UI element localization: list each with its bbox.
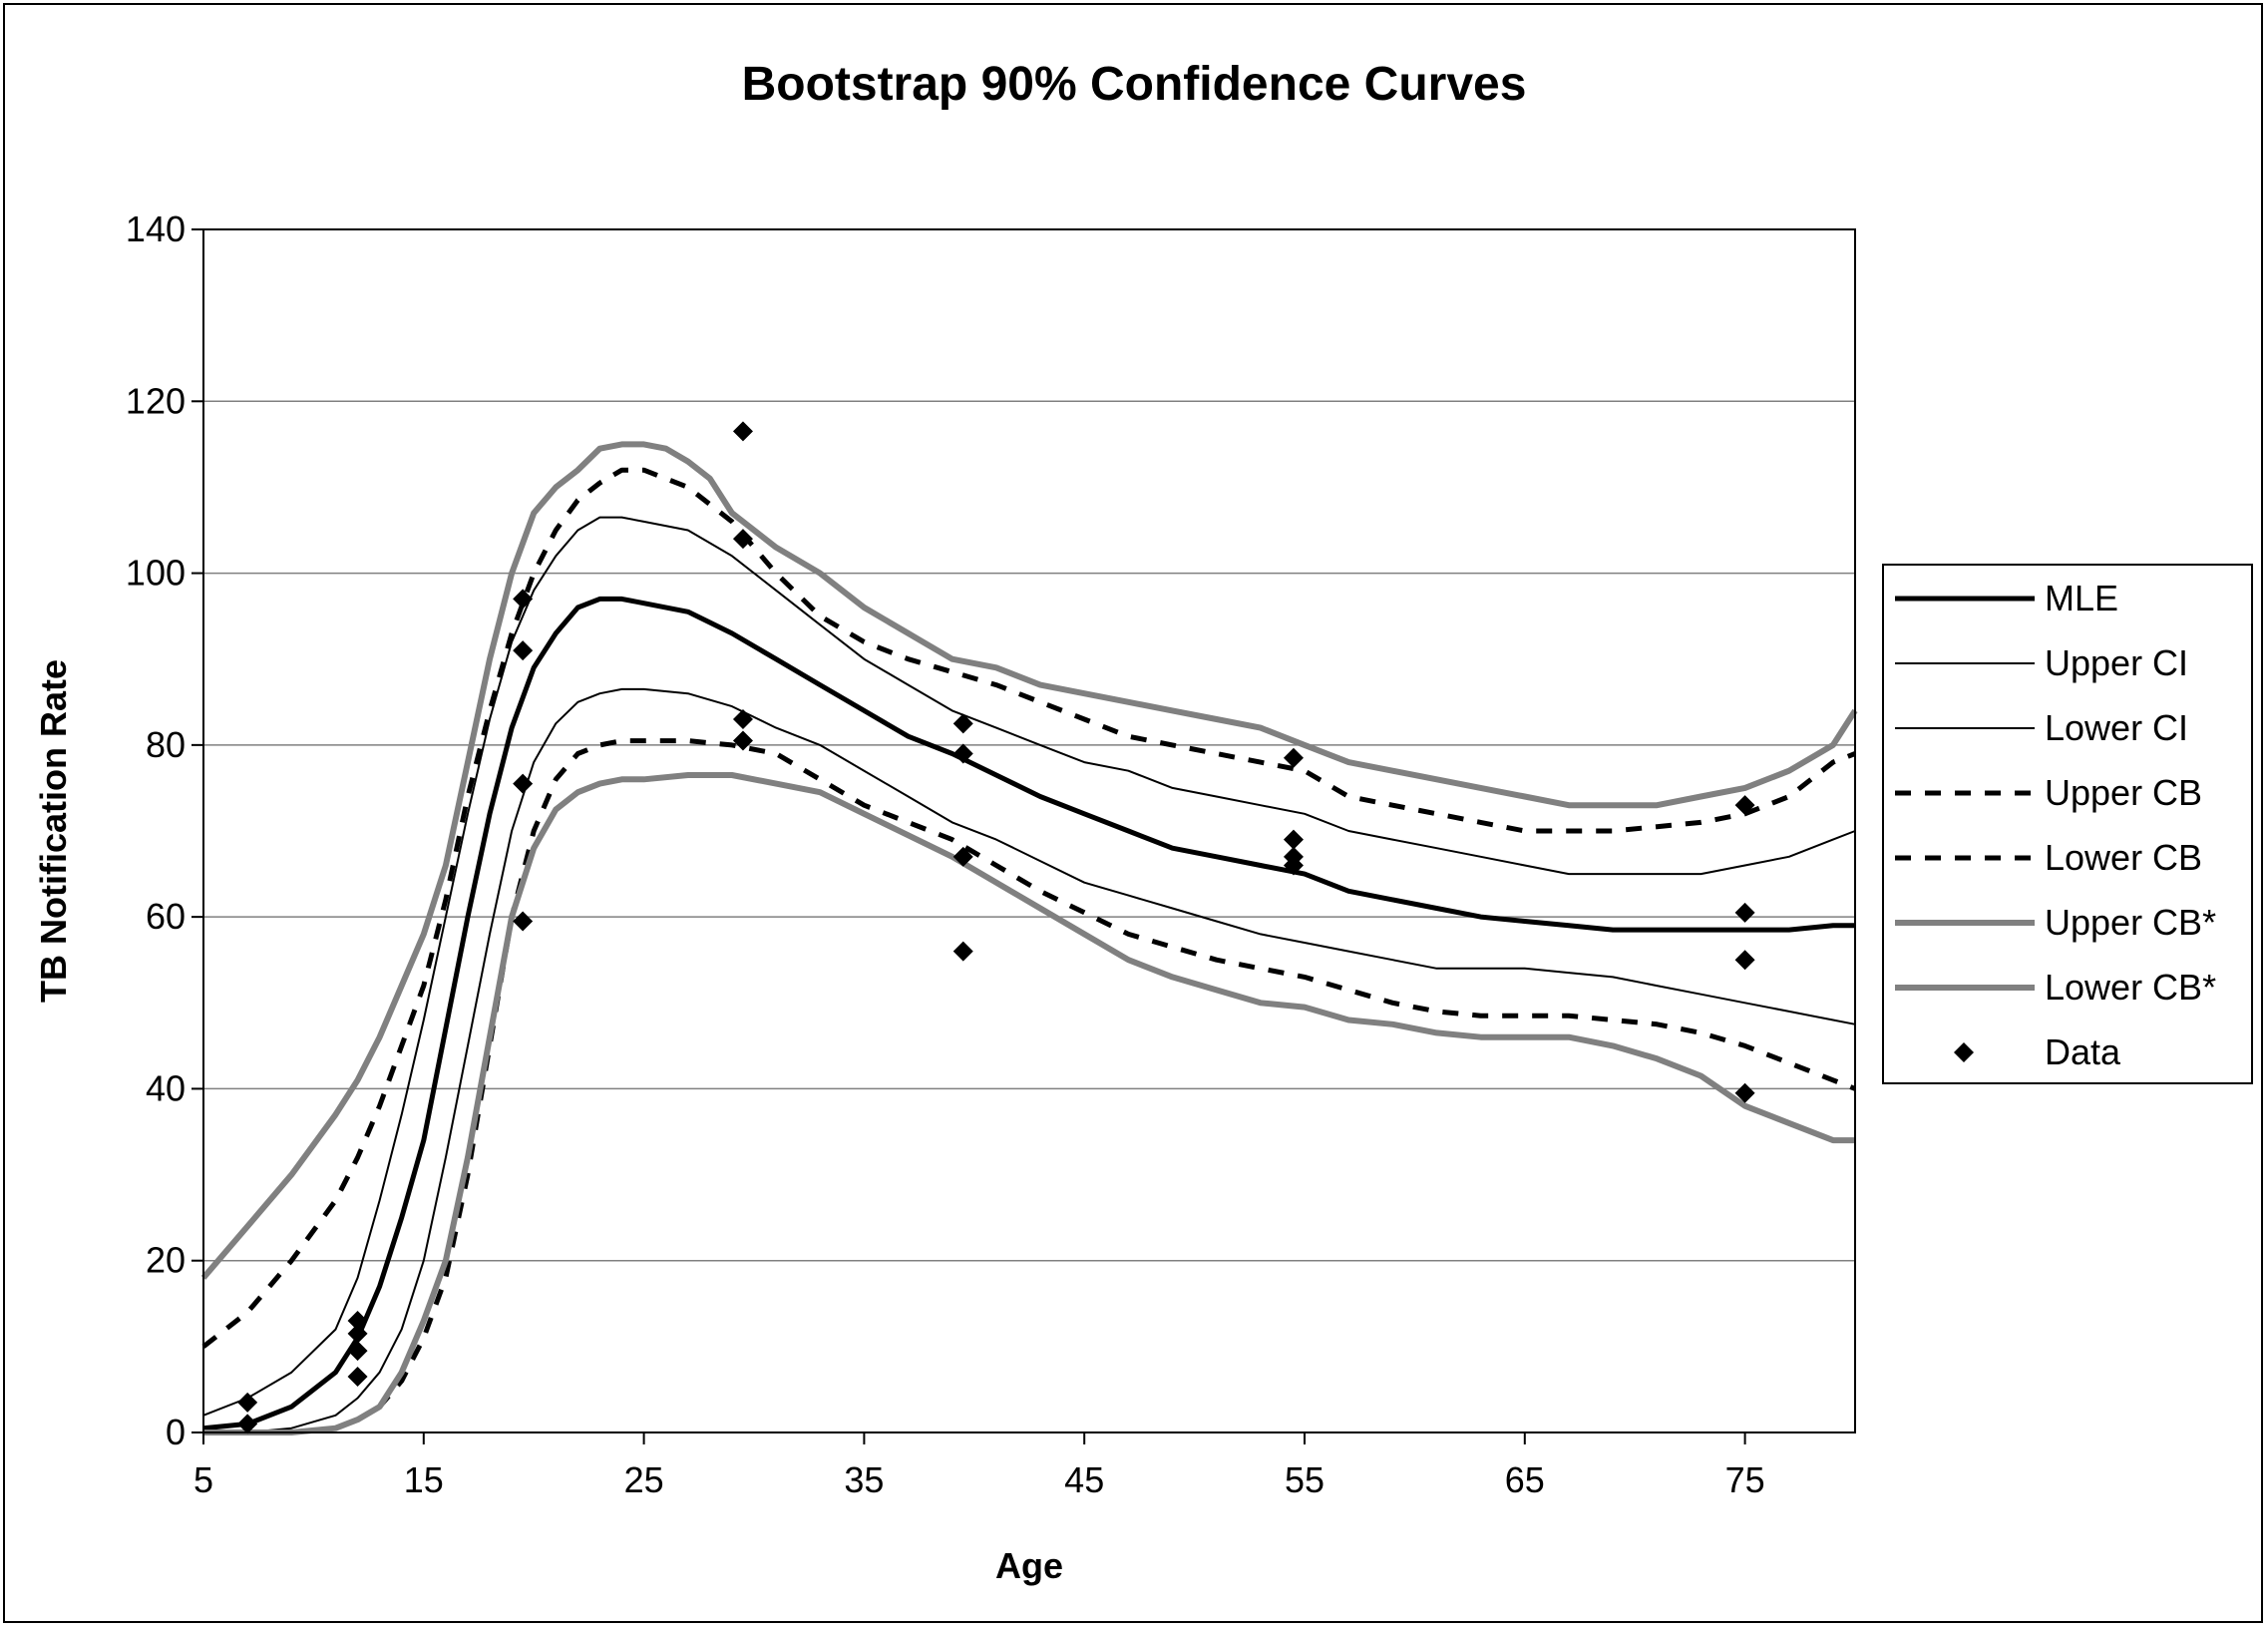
data-point xyxy=(347,1367,368,1388)
x-tick-label: 25 xyxy=(624,1459,664,1500)
y-tick-label: 40 xyxy=(146,1067,186,1108)
legend-marker-data xyxy=(1954,1042,1974,1062)
x-tick-label: 75 xyxy=(1725,1459,1765,1500)
series-line-upper-ci xyxy=(202,516,1856,1417)
legend-label: MLE xyxy=(2045,578,2118,618)
series-line-lower-ci xyxy=(203,687,1856,1433)
y-tick-label: 100 xyxy=(126,553,186,594)
legend-label: Lower CB xyxy=(2045,837,2202,878)
data-point xyxy=(732,709,753,730)
x-axis-title: Age xyxy=(995,1545,1063,1586)
data-point xyxy=(952,743,973,764)
y-tick-label: 0 xyxy=(166,1412,186,1452)
y-tick-label: 80 xyxy=(146,724,186,765)
series-line-upper-cb xyxy=(201,467,1856,1349)
legend-label: Lower CB* xyxy=(2045,967,2216,1008)
legend-box xyxy=(1882,564,2253,1084)
data-point xyxy=(732,421,753,442)
y-axis-ticks: 0 20 40 60 80 100 120 140 xyxy=(126,208,203,1452)
x-tick-label: 15 xyxy=(404,1459,444,1500)
x-tick-label: 55 xyxy=(1285,1459,1324,1500)
data-point xyxy=(1734,1082,1755,1103)
x-tick-label: 65 xyxy=(1505,1459,1545,1500)
data-point xyxy=(732,529,753,550)
legend-label: Data xyxy=(2045,1031,2121,1072)
data-point xyxy=(1734,950,1755,971)
y-tick-label: 60 xyxy=(146,896,186,937)
data-point xyxy=(1283,747,1304,768)
series-line-mle xyxy=(202,596,1855,1431)
data-point xyxy=(513,773,534,794)
y-axis-title: TB Notification Rate xyxy=(33,659,74,1003)
x-tick-label: 35 xyxy=(844,1459,884,1500)
legend: MLE Upper CI Lower CI Upper CB Lower CB Upper… xyxy=(1882,564,2253,1084)
data-point xyxy=(952,846,973,867)
data-point xyxy=(237,1414,258,1434)
data-point xyxy=(347,1323,368,1344)
y-tick-label: 140 xyxy=(126,208,186,249)
data-point xyxy=(513,589,534,610)
data-point xyxy=(237,1392,258,1413)
x-tick-label: 45 xyxy=(1064,1459,1104,1500)
legend-label: Upper CI xyxy=(2045,642,2188,683)
plot-area-border xyxy=(202,228,1856,1433)
data-point xyxy=(1734,902,1755,923)
data-point xyxy=(347,1311,368,1332)
data-point xyxy=(513,640,534,661)
data-point xyxy=(1734,795,1755,816)
data-point xyxy=(513,911,534,932)
legend-label: Upper CB xyxy=(2045,772,2202,813)
chart-title: Bootstrap 90% Confidence Curves xyxy=(742,58,1527,111)
x-tick-label: 5 xyxy=(193,1459,213,1500)
series-line-lower-cb- xyxy=(203,772,1855,1435)
data-point xyxy=(952,713,973,734)
x-axis-ticks: 5 15 25 35 45 55 65 75 xyxy=(193,1432,1765,1500)
data-point xyxy=(1283,855,1304,876)
series-line-lower-cb xyxy=(203,738,1856,1435)
data-point xyxy=(732,730,753,751)
data-points xyxy=(237,421,1755,1434)
data-point xyxy=(952,941,973,962)
y-tick-label: 20 xyxy=(146,1240,186,1281)
data-point xyxy=(347,1341,368,1362)
series-line-upper-cb- xyxy=(200,441,1858,1280)
y-tick-label: 120 xyxy=(126,380,186,421)
legend-label: Lower CI xyxy=(2045,707,2188,748)
data-point xyxy=(1283,829,1304,850)
legend-label: Upper CB* xyxy=(2045,902,2216,943)
series-lines xyxy=(200,441,1858,1435)
